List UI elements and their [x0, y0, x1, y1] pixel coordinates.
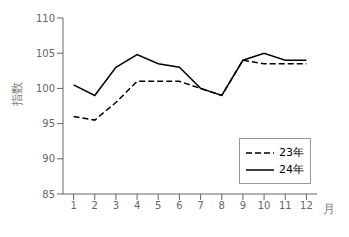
svg-text:2: 2 — [92, 200, 98, 211]
svg-text:85: 85 — [42, 189, 55, 200]
svg-text:指数: 指数 — [10, 82, 24, 107]
svg-text:95: 95 — [42, 118, 55, 129]
svg-text:8: 8 — [219, 200, 225, 211]
svg-text:4: 4 — [134, 200, 140, 211]
svg-text:5: 5 — [155, 200, 161, 211]
svg-text:月: 月 — [323, 202, 335, 216]
html-text:23年: 23年 — [279, 146, 304, 159]
svg-text:1: 1 — [70, 200, 76, 211]
svg-text:105: 105 — [36, 48, 55, 59]
html-text:24年: 24年 — [279, 163, 304, 176]
svg-text:3: 3 — [113, 200, 119, 211]
svg-text:10: 10 — [258, 200, 271, 211]
svg-text:6: 6 — [176, 200, 182, 211]
svg-text:90: 90 — [42, 153, 55, 164]
svg-text:11: 11 — [279, 200, 292, 211]
svg-text:7: 7 — [197, 200, 203, 211]
svg-text:100: 100 — [36, 83, 55, 94]
svg-text:12: 12 — [300, 200, 313, 211]
svg-text:9: 9 — [240, 200, 246, 211]
svg-text:110: 110 — [36, 13, 55, 24]
